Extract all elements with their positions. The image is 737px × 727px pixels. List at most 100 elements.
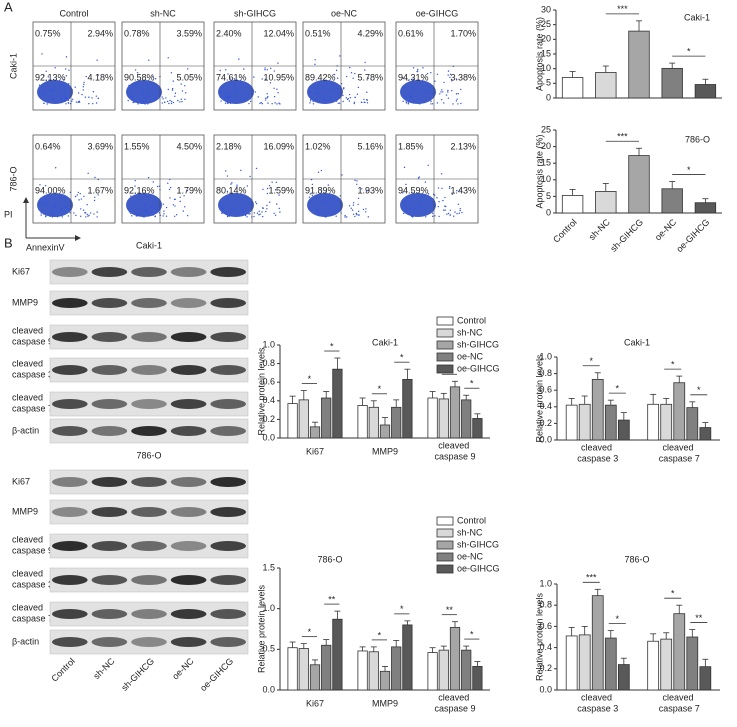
cell-dot	[63, 84, 65, 86]
cell-dot	[221, 207, 224, 210]
cell-dot	[60, 208, 63, 211]
cell-dot	[269, 201, 271, 203]
cell-dot	[165, 97, 167, 99]
y-tick-label: 0.8	[262, 358, 275, 368]
y-tick-label: 5	[546, 78, 551, 88]
cell-dot	[141, 102, 144, 104]
cell-dot	[230, 214, 232, 217]
cell-dot	[157, 185, 159, 188]
cell-dot	[130, 212, 132, 215]
cell-dot	[136, 208, 138, 210]
y-tick-label: 15	[541, 158, 551, 168]
chart-title: 786-O	[624, 554, 649, 564]
y-tick-label: 1.0	[262, 339, 275, 349]
cell-dot	[338, 208, 340, 210]
cell-dot	[219, 69, 221, 72]
cell-dot	[224, 92, 227, 95]
cell-dot	[161, 102, 163, 104]
cell-dot	[47, 203, 49, 205]
cell-dot	[129, 95, 131, 97]
cell-dot	[66, 97, 68, 100]
blot-band	[91, 365, 128, 375]
cell-dot	[51, 214, 53, 216]
quadrant-value: 0.51%	[305, 28, 331, 38]
bar	[561, 195, 584, 214]
cell-dot	[244, 214, 247, 217]
bar	[699, 427, 712, 441]
bar	[699, 666, 712, 691]
cell-dot	[456, 98, 458, 100]
cell-dot	[266, 187, 269, 190]
cell-dot	[427, 164, 429, 166]
cell-dot	[224, 102, 227, 104]
cell-dot	[227, 94, 229, 96]
cell-dot	[74, 195, 77, 198]
cell-dot	[412, 67, 415, 69]
cell-dot	[179, 196, 181, 199]
cell-dot	[430, 103, 432, 105]
blot-band	[131, 298, 167, 308]
cell-dot	[183, 195, 185, 197]
cell-dot	[224, 212, 227, 215]
blot-band	[91, 399, 128, 409]
cell-dot	[137, 198, 140, 200]
y-tick-label: 0.2	[539, 663, 552, 673]
cell-dot	[56, 102, 58, 104]
bar	[628, 155, 650, 214]
cell-dot	[243, 68, 245, 70]
cell-dot	[258, 210, 260, 212]
cell-dot	[407, 102, 410, 104]
cell-dot	[78, 199, 80, 201]
bar	[438, 649, 449, 691]
y-axis-label: Relative protein levels	[534, 354, 544, 443]
cell-dot	[261, 103, 264, 105]
cell-dot	[92, 91, 95, 93]
bar	[660, 403, 673, 441]
cell-dot	[47, 195, 49, 198]
blot-band	[91, 637, 128, 647]
cell-dot	[317, 171, 320, 174]
cell-dot	[83, 81, 85, 84]
cell-dot	[276, 103, 278, 105]
cell-dot	[61, 96, 64, 99]
cell-dot	[157, 208, 160, 211]
bar	[628, 30, 650, 99]
cell-dot	[153, 205, 156, 208]
cell-dot	[180, 83, 182, 85]
cell-dot	[413, 207, 416, 210]
quadrant-value: 92.13%	[35, 72, 66, 82]
cell-dot	[227, 73, 229, 75]
cell-dot	[444, 196, 446, 199]
cell-dot	[419, 207, 421, 209]
cell-dot	[419, 205, 421, 208]
cell-dot	[331, 213, 333, 216]
blot-band	[91, 298, 128, 308]
protein-label: Ki67	[12, 476, 30, 486]
bar	[617, 419, 630, 441]
cell-dot	[241, 202, 244, 205]
bar	[591, 595, 604, 691]
blot-band	[210, 477, 247, 487]
bar	[472, 418, 483, 439]
cell-dot	[94, 176, 96, 179]
cell-dot	[348, 205, 351, 207]
blot-band	[51, 477, 88, 487]
cell-dot	[164, 101, 166, 104]
y-tick-label: 0.2	[539, 418, 552, 428]
cell-dot	[352, 202, 355, 204]
cell-dot	[235, 214, 237, 216]
blot-band	[210, 507, 247, 517]
blot-band	[91, 609, 128, 619]
cell-dot	[225, 69, 227, 71]
cell-dot	[409, 203, 411, 205]
cell-dot	[92, 102, 94, 105]
bar	[391, 406, 402, 439]
cell-dot	[64, 92, 67, 94]
condition-label: oe-GIHCG	[416, 8, 459, 18]
cell-dot	[448, 187, 451, 189]
cell-dot	[356, 180, 358, 182]
cell-dot	[186, 214, 189, 217]
legend-swatch	[436, 340, 454, 350]
cell-dot	[449, 185, 451, 188]
